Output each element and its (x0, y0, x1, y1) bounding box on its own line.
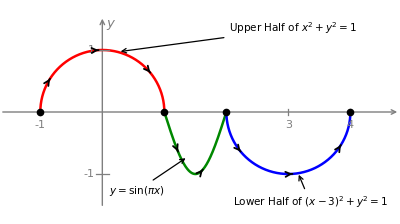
Text: 1: 1 (88, 45, 95, 55)
Text: -1: -1 (35, 120, 46, 130)
Text: Upper Half of $x^2+y^2=1$: Upper Half of $x^2+y^2=1$ (122, 20, 358, 53)
Text: 3: 3 (285, 120, 292, 130)
Text: 4: 4 (347, 120, 354, 130)
Text: Lower Half of $(x-3)^2+y^2=1$: Lower Half of $(x-3)^2+y^2=1$ (232, 176, 388, 210)
Text: -1: -1 (84, 169, 95, 179)
Text: $y=\sin(\pi x)$: $y=\sin(\pi x)$ (108, 159, 184, 198)
Text: y: y (107, 17, 114, 30)
